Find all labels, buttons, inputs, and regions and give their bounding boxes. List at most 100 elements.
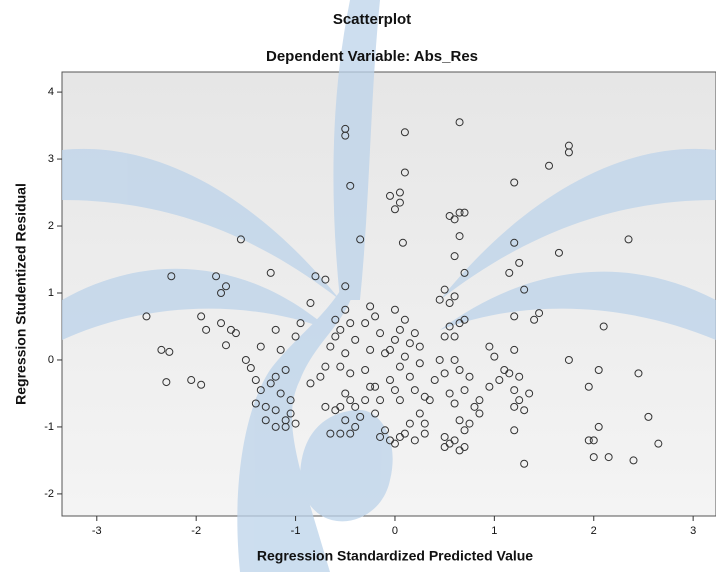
point: [554, 248, 563, 257]
point: [361, 319, 370, 328]
point: [450, 252, 459, 261]
point: [405, 372, 414, 381]
point: [376, 329, 385, 338]
point: [460, 443, 469, 452]
point: [276, 389, 285, 398]
point: [346, 181, 355, 190]
y-axis-label: Regression Studentized Residual: [13, 183, 29, 405]
point: [594, 366, 603, 375]
point: [142, 312, 151, 321]
point: [341, 389, 350, 398]
point: [291, 332, 300, 341]
point: [167, 272, 176, 281]
point: [341, 416, 350, 425]
point: [440, 369, 449, 378]
point: [381, 426, 390, 435]
y-tick-label: -2: [44, 488, 54, 500]
point: [266, 268, 275, 277]
point: [286, 396, 295, 405]
point: [405, 419, 414, 428]
point: [331, 332, 340, 341]
point: [321, 362, 330, 371]
point: [385, 376, 394, 385]
point: [465, 372, 474, 381]
point: [530, 315, 539, 324]
point: [520, 285, 529, 294]
point: [465, 419, 474, 428]
point: [376, 432, 385, 441]
point: [371, 312, 380, 321]
point: [589, 453, 598, 462]
point: [346, 369, 355, 378]
x-tick-label: -2: [191, 525, 201, 537]
point: [212, 272, 221, 281]
point: [221, 341, 230, 350]
point: [291, 419, 300, 428]
point: [197, 312, 206, 321]
point: [390, 439, 399, 448]
point: [520, 406, 529, 415]
point: [366, 302, 375, 311]
point: [341, 282, 350, 291]
point: [515, 372, 524, 381]
point: [445, 389, 454, 398]
point: [157, 345, 166, 354]
point: [361, 396, 370, 405]
point: [241, 355, 250, 364]
point: [420, 392, 429, 401]
point: [400, 168, 409, 177]
point: [584, 382, 593, 391]
point: [217, 288, 226, 297]
point: [510, 238, 519, 247]
point: [629, 456, 638, 465]
point: [187, 376, 196, 385]
y-tick-label: 3: [48, 153, 54, 165]
point: [445, 299, 454, 308]
point: [361, 366, 370, 375]
point: [256, 386, 265, 395]
point: [356, 412, 365, 421]
point: [455, 416, 464, 425]
x-tick-label: 2: [591, 525, 597, 537]
point: [535, 309, 544, 318]
point: [510, 426, 519, 435]
point: [346, 429, 355, 438]
y-tick-label: 0: [48, 354, 54, 366]
point: [450, 355, 459, 364]
point: [415, 409, 424, 418]
point: [470, 402, 479, 411]
point: [395, 396, 404, 405]
x-tick-label: -1: [291, 525, 301, 537]
point: [331, 315, 340, 324]
point: [356, 235, 365, 244]
point: [460, 315, 469, 324]
point: [236, 235, 245, 244]
point: [286, 409, 295, 418]
point: [306, 299, 315, 308]
point: [346, 319, 355, 328]
point: [400, 315, 409, 324]
point: [415, 359, 424, 368]
point: [390, 205, 399, 214]
point: [455, 208, 464, 217]
point: [231, 329, 240, 338]
point: [246, 364, 255, 372]
point: [371, 409, 380, 418]
point: [400, 352, 409, 361]
point: [398, 238, 407, 247]
point: [326, 342, 335, 351]
watermark: [62, 0, 716, 572]
point: [296, 319, 305, 328]
point: [165, 347, 174, 356]
point: [599, 322, 608, 331]
point: [385, 345, 394, 354]
point: [450, 215, 459, 224]
point: [321, 402, 330, 411]
point: [450, 332, 459, 341]
point: [366, 382, 375, 391]
point: [510, 402, 519, 411]
point: [435, 295, 444, 304]
point: [440, 432, 449, 441]
point: [495, 376, 504, 385]
point: [525, 389, 534, 398]
